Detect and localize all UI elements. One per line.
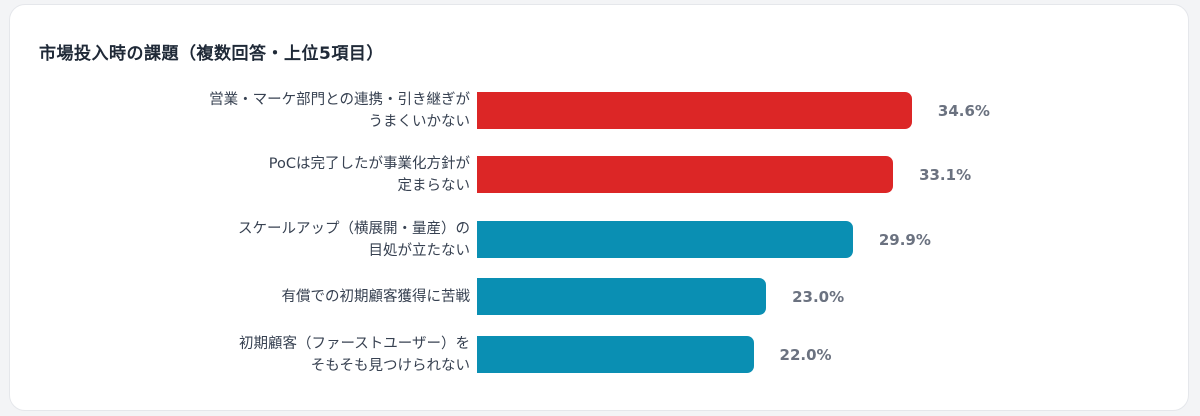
category-label-line: PoCは完了したが事業化方針が xyxy=(268,155,470,172)
category-label-line: うまくいかない xyxy=(368,113,471,130)
category-label: スケールアップ（横展開・量産）の目処が立たない xyxy=(238,218,470,262)
category-label: 有償での初期顧客獲得に苦戦 xyxy=(282,286,471,308)
category-label-line: 定まらない xyxy=(397,177,471,194)
category-label-line: 初期顧客（ファーストユーザー）を xyxy=(239,335,470,352)
category-label: PoCは完了したが事業化方針が定まらない xyxy=(269,153,470,197)
bar xyxy=(477,336,754,373)
value-label: 29.9% xyxy=(878,231,931,249)
bar xyxy=(477,278,767,315)
value-label: 22.0% xyxy=(779,346,832,364)
category-label-line: 目処が立たない xyxy=(368,242,471,259)
bar xyxy=(477,92,912,129)
value-label: 33.1% xyxy=(919,166,972,184)
category-label: 初期顧客（ファーストユーザー）をそもそも見つけられない xyxy=(239,333,470,377)
bar xyxy=(477,221,853,258)
value-label: 23.0% xyxy=(792,288,845,306)
chart-title: 市場投入時の課題（複数回答・上位5項目） xyxy=(39,44,384,64)
category-label-line: 営業・マーケ部門との連携・引き継ぎが xyxy=(209,91,470,108)
category-label-line: そもそも見つけられない xyxy=(310,357,470,374)
chart-card: 市場投入時の課題（複数回答・上位5項目） 営業・マーケ部門との連携・引き継ぎがう… xyxy=(9,4,1189,411)
value-label: 34.6% xyxy=(937,102,990,120)
category-label-line: スケールアップ（横展開・量産）の xyxy=(238,220,470,237)
bar xyxy=(477,156,894,193)
category-label-line: 有償での初期顧客獲得に苦戦 xyxy=(281,288,471,305)
category-label: 営業・マーケ部門との連携・引き継ぎがうまくいかない xyxy=(209,89,470,133)
